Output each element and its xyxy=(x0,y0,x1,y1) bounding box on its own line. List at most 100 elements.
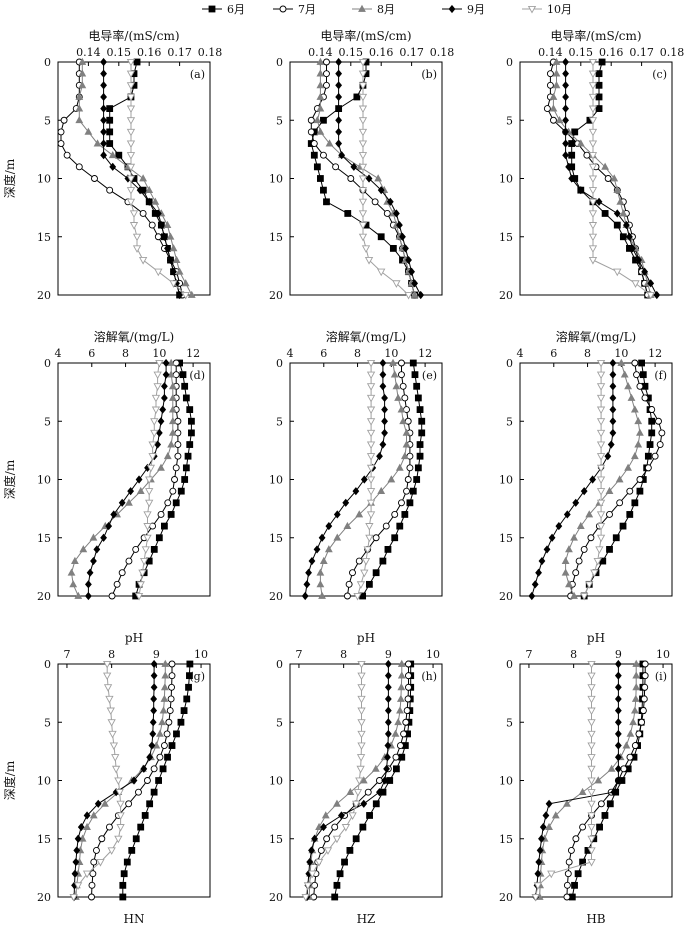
data-point xyxy=(366,429,376,438)
data-point xyxy=(588,140,598,149)
data-point xyxy=(161,659,170,667)
data-point xyxy=(630,451,639,460)
data-point xyxy=(360,569,369,578)
data-point xyxy=(549,92,558,100)
data-point xyxy=(372,534,380,542)
data-point xyxy=(168,417,177,425)
data-point xyxy=(587,765,596,774)
data-point xyxy=(126,105,136,114)
data-point xyxy=(335,127,343,136)
data-point xyxy=(83,811,91,820)
data-point xyxy=(83,822,91,830)
data-point xyxy=(335,92,343,102)
data-point xyxy=(383,764,390,773)
data-point xyxy=(406,464,414,472)
x-tick-label: 0.18 xyxy=(430,46,455,59)
site-label: HN xyxy=(124,912,145,926)
data-point xyxy=(107,847,116,855)
data-point xyxy=(316,81,325,89)
data-point xyxy=(528,591,536,601)
data-point xyxy=(410,290,419,298)
data-point xyxy=(358,187,368,195)
data-point xyxy=(365,580,373,588)
data-point xyxy=(565,162,573,171)
data-point xyxy=(184,452,192,460)
data-point xyxy=(619,209,628,217)
data-point xyxy=(387,475,396,483)
data-point xyxy=(632,671,641,679)
data-point xyxy=(631,359,639,367)
data-point xyxy=(127,487,135,496)
x-axis-label: 电导率/(mS/cm) xyxy=(320,28,411,43)
data-point xyxy=(150,429,159,438)
data-point xyxy=(71,869,79,878)
data-point xyxy=(358,175,368,184)
y-tick-label: 20 xyxy=(37,891,51,904)
data-point xyxy=(396,742,404,749)
data-point xyxy=(116,824,125,832)
data-point xyxy=(357,742,366,751)
data-point xyxy=(394,718,403,726)
data-point xyxy=(381,428,388,437)
data-point xyxy=(587,534,595,542)
data-point xyxy=(392,753,400,761)
y-tick-label: 20 xyxy=(269,289,283,302)
data-point xyxy=(597,800,605,808)
panel: 0.14 0.15 0.16 0.17 0.18 电导率/(mS/cm) 0 5 10 15 20 (… xyxy=(499,28,684,302)
data-point xyxy=(343,521,352,529)
data-point xyxy=(636,476,644,483)
data-point xyxy=(357,672,366,681)
data-point xyxy=(314,859,324,867)
data-point xyxy=(344,210,352,217)
data-point xyxy=(163,730,171,738)
x-tick-label: 7 xyxy=(295,648,302,661)
data-point xyxy=(174,441,182,448)
legend-item: 10月 xyxy=(522,3,572,16)
data-point xyxy=(653,290,661,300)
data-point xyxy=(155,534,163,542)
data-point xyxy=(364,788,372,796)
data-point xyxy=(598,58,606,66)
data-point xyxy=(631,742,639,749)
data-point xyxy=(561,556,570,564)
x-tick-label: 8 xyxy=(122,347,129,360)
data-point xyxy=(313,116,322,124)
legend-item: 9月 xyxy=(442,3,485,16)
data-point xyxy=(100,116,107,125)
data-point xyxy=(562,69,569,78)
data-point xyxy=(416,452,424,460)
data-point xyxy=(162,358,170,368)
data-point xyxy=(636,487,644,495)
panel-label: (h) xyxy=(421,670,437,683)
data-point xyxy=(154,233,162,241)
data-point xyxy=(382,522,390,530)
panel: 4 6 8 10 12 溶解氧/(mg/L) 0 5 10 15 20 (e) xyxy=(269,329,443,603)
data-point xyxy=(301,893,310,902)
data-point xyxy=(576,521,585,529)
data-point xyxy=(313,163,321,171)
data-point xyxy=(346,787,355,796)
data-point xyxy=(381,417,388,426)
data-point xyxy=(588,58,598,67)
data-point xyxy=(111,754,120,762)
data-point xyxy=(89,811,98,819)
data-point xyxy=(614,718,622,727)
y-tick-label: 10 xyxy=(499,474,513,487)
x-tick-label: 0.14 xyxy=(76,46,101,59)
data-point xyxy=(629,244,636,253)
data-point xyxy=(358,82,368,90)
data-point xyxy=(588,175,598,184)
data-point xyxy=(606,800,614,808)
data-point xyxy=(587,777,596,786)
data-point xyxy=(360,799,368,808)
data-point xyxy=(572,835,580,843)
data-point xyxy=(612,534,620,542)
data-point xyxy=(399,382,407,390)
y-tick-label: 0 xyxy=(44,56,51,69)
data-point xyxy=(549,116,557,124)
data-point xyxy=(316,104,325,112)
data-point xyxy=(161,393,168,403)
data-point xyxy=(620,370,629,378)
data-point xyxy=(331,823,339,831)
data-point xyxy=(310,151,318,159)
